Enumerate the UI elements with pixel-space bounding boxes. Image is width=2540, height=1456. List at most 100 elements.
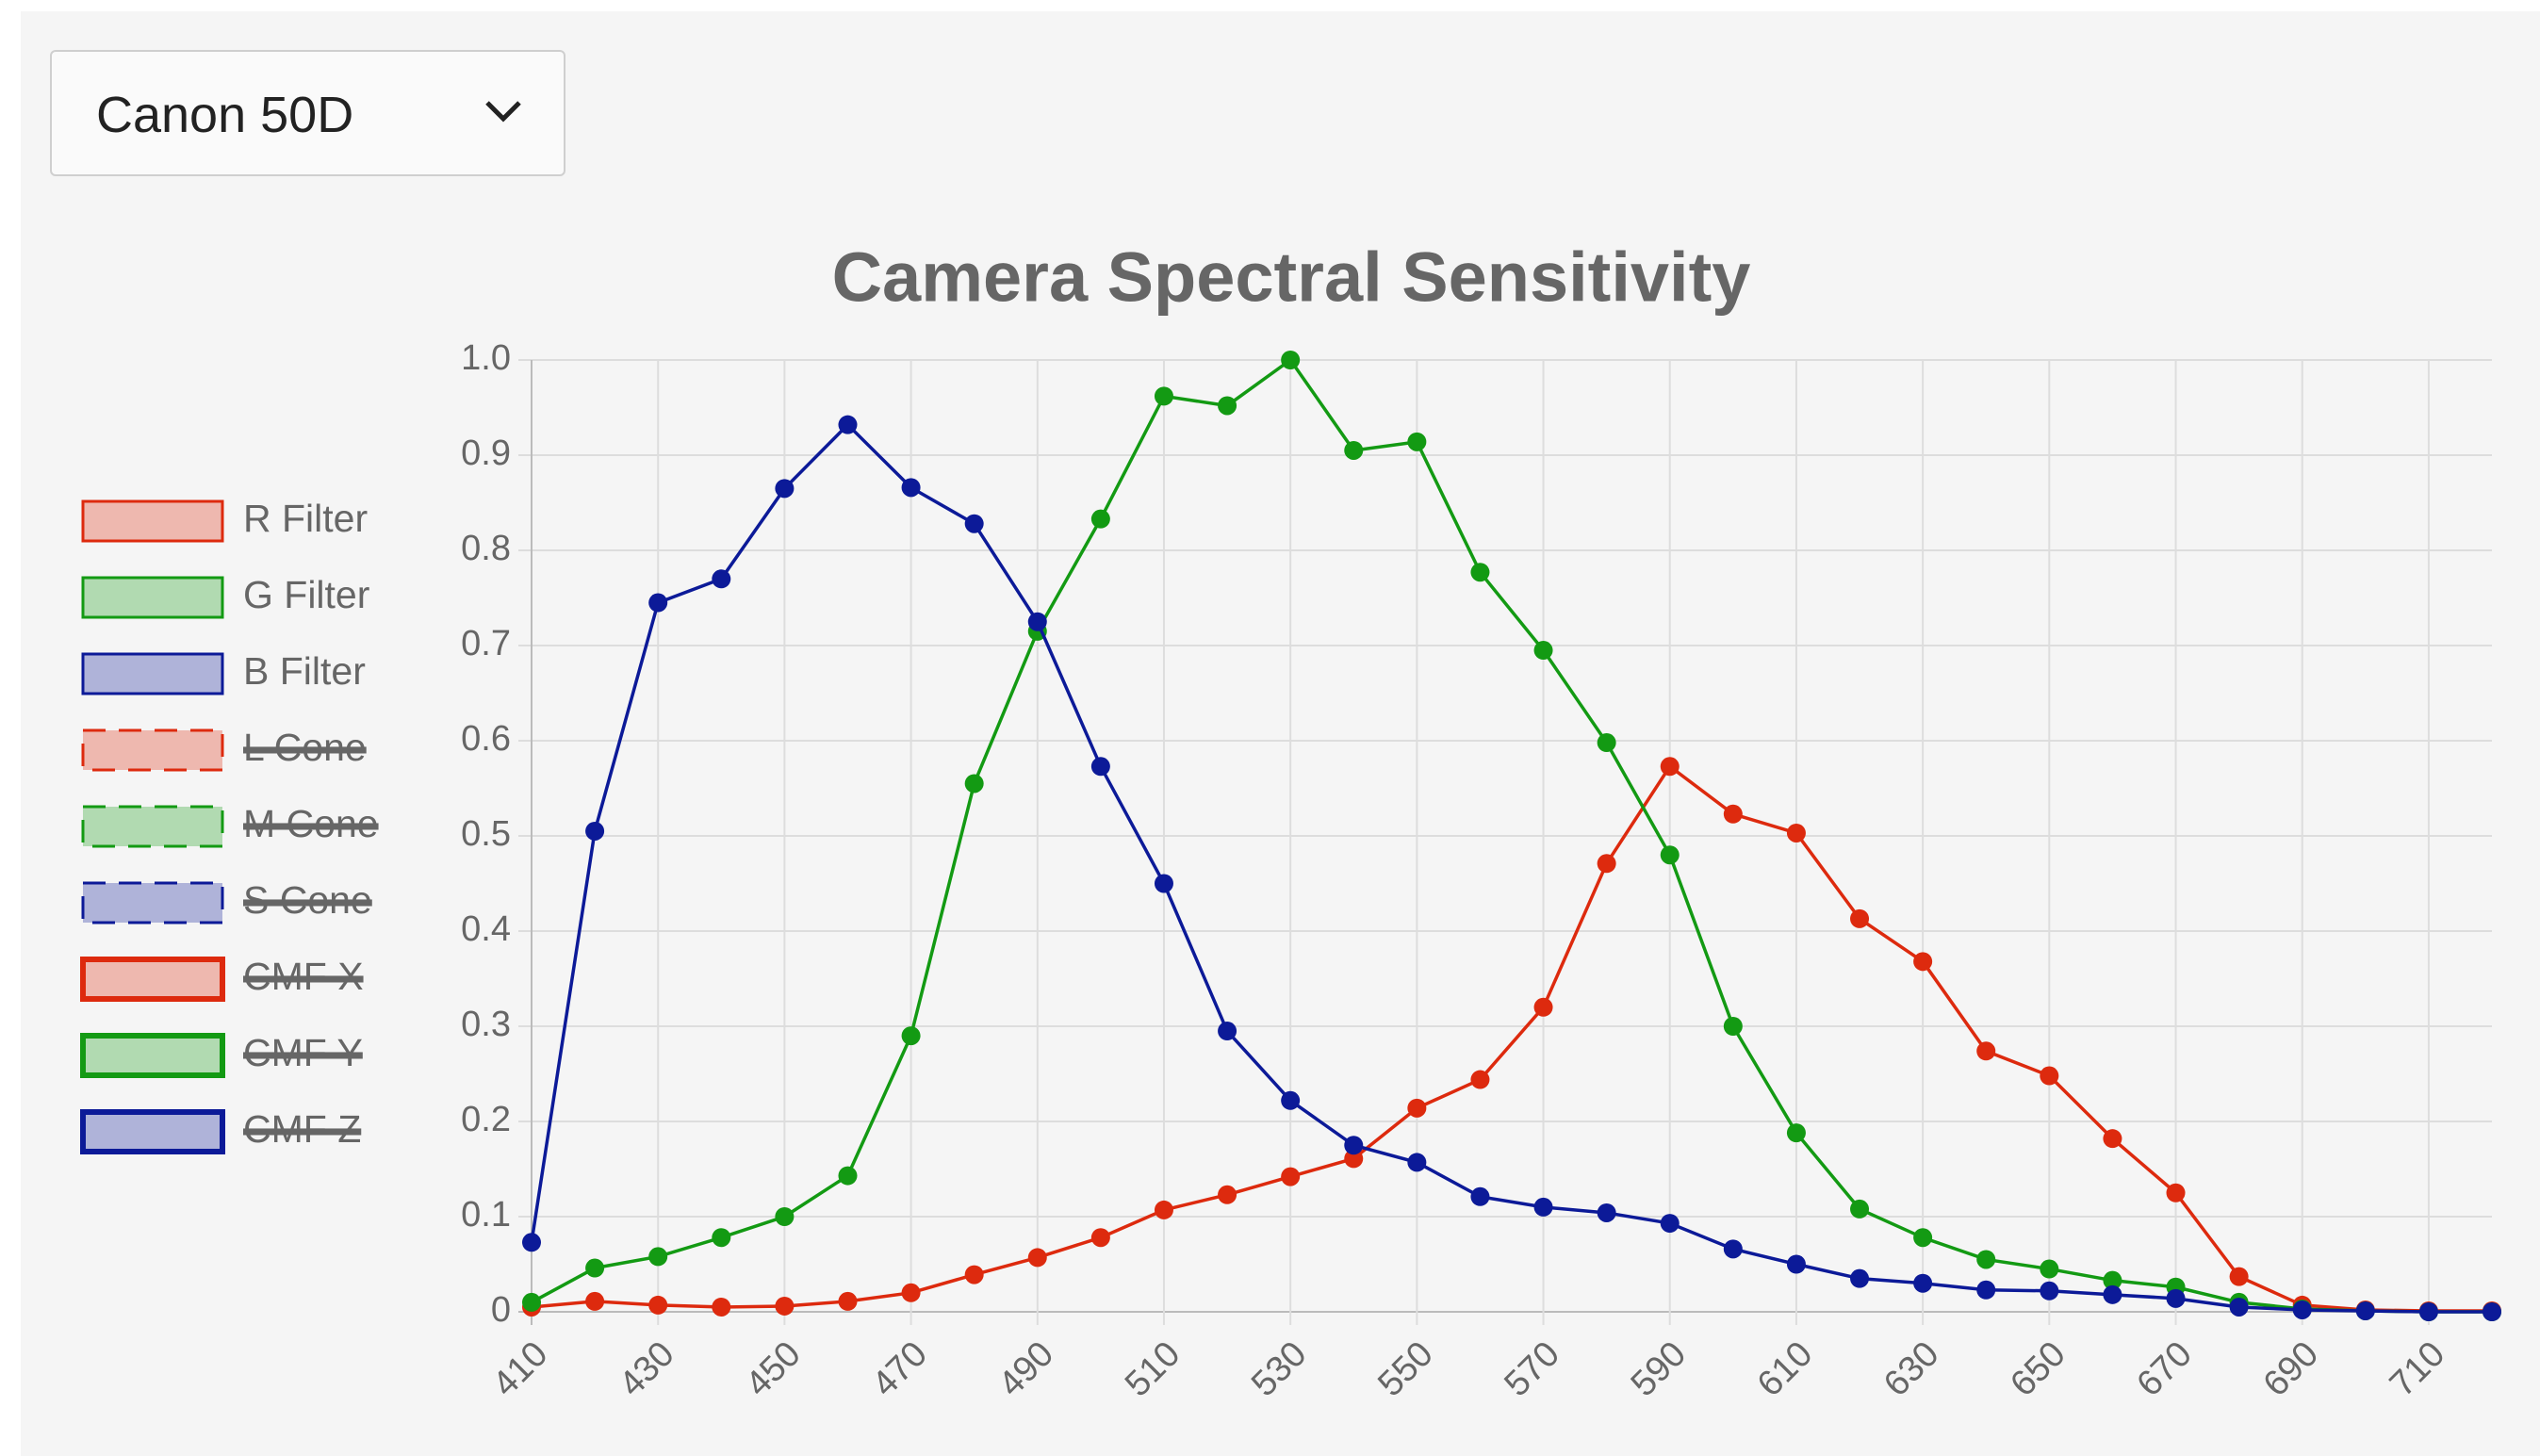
data-point xyxy=(1090,1228,1110,1248)
data-point xyxy=(522,1233,541,1252)
legend-label: S Cone xyxy=(243,878,372,922)
data-point xyxy=(712,569,731,589)
x-tick-label: 590 xyxy=(1624,1334,1695,1405)
series-line xyxy=(530,422,2492,1314)
panel xyxy=(21,11,2540,1456)
data-point xyxy=(2040,1281,2059,1301)
data-point xyxy=(2103,1129,2122,1149)
chevron-icon xyxy=(485,101,521,123)
data-point xyxy=(1533,997,1553,1017)
x-tick-label: 550 xyxy=(1370,1334,1441,1405)
x-tick-label: 410 xyxy=(485,1334,556,1405)
data-point xyxy=(2355,1301,2375,1320)
data-point xyxy=(1976,1280,1996,1300)
data-point xyxy=(775,1207,795,1226)
data-point xyxy=(2166,1288,2186,1308)
legend-swatch xyxy=(81,576,224,619)
data-point xyxy=(1976,1250,1996,1269)
camera-dropdown[interactable]: Canon 50D xyxy=(50,50,565,176)
x-tick-label: 630 xyxy=(1876,1334,1947,1405)
legend-swatch xyxy=(80,1109,225,1154)
legend-label: CMF X xyxy=(243,955,364,998)
data-point xyxy=(838,415,858,434)
data-point xyxy=(1281,1090,1301,1110)
data-point xyxy=(1154,874,1173,893)
dropdown-value: Canon 50D xyxy=(96,87,354,143)
data-point xyxy=(1344,1149,1364,1169)
x-tick-label: 430 xyxy=(612,1334,682,1405)
data-point xyxy=(522,1292,541,1312)
data-point xyxy=(1597,854,1616,874)
legend-swatch xyxy=(80,957,225,1002)
x-tick-label: 470 xyxy=(865,1334,936,1405)
data-point xyxy=(1597,733,1616,753)
data-point xyxy=(585,1258,605,1278)
data-point xyxy=(648,1295,668,1315)
data-point xyxy=(712,1297,731,1317)
legend-label: G Filter xyxy=(243,573,369,616)
data-point xyxy=(1913,1273,1933,1293)
data-point xyxy=(1660,757,1680,777)
data-point xyxy=(838,1166,858,1186)
data-point xyxy=(1407,1098,1427,1118)
data-point xyxy=(2483,1302,2501,1321)
data-point xyxy=(2166,1183,2186,1202)
x-tick-label: 610 xyxy=(1750,1334,1821,1405)
data-point xyxy=(1218,396,1237,416)
data-point xyxy=(1786,1254,1806,1274)
data-point xyxy=(1344,440,1364,460)
data-point xyxy=(964,774,984,793)
x-tick-label: 650 xyxy=(2003,1334,2073,1405)
data-point xyxy=(1281,1167,1301,1186)
y-tick-label: 0.4 xyxy=(461,909,511,949)
data-point xyxy=(1218,1185,1237,1204)
data-point xyxy=(1786,823,1806,843)
data-point xyxy=(2103,1270,2122,1290)
data-point xyxy=(2418,1302,2438,1321)
legend-label: B Filter xyxy=(243,649,366,693)
legend-swatch xyxy=(81,728,224,772)
legend-swatch xyxy=(81,805,224,848)
chart-title: Camera Spectral Sensitivity xyxy=(832,238,1751,317)
y-tick-label: 1.0 xyxy=(461,338,511,378)
data-point xyxy=(648,593,668,613)
legend-label: CMF Z xyxy=(243,1107,361,1151)
data-point xyxy=(964,514,984,533)
legend-swatch xyxy=(81,652,224,695)
data-point xyxy=(1723,804,1743,824)
x-tick-label: 710 xyxy=(2383,1334,2453,1405)
legend-swatch xyxy=(81,881,224,924)
legend-swatch xyxy=(81,499,224,543)
data-point xyxy=(712,1228,731,1248)
data-point xyxy=(648,1247,668,1267)
x-tick-label: 450 xyxy=(738,1334,809,1405)
data-point xyxy=(1533,641,1553,661)
x-tick-label: 490 xyxy=(991,1334,1062,1405)
data-point xyxy=(1470,1070,1490,1089)
data-point xyxy=(1976,1041,1996,1061)
y-tick-label: 0 xyxy=(491,1290,511,1330)
data-point xyxy=(2103,1284,2122,1304)
data-point xyxy=(838,1291,858,1311)
y-tick-label: 0.5 xyxy=(461,814,511,854)
data-point xyxy=(1533,1197,1553,1217)
data-point xyxy=(964,1265,984,1284)
data-point xyxy=(585,821,605,841)
y-tick-label: 0.7 xyxy=(461,624,511,663)
y-tick-label: 0.8 xyxy=(461,529,511,568)
data-point xyxy=(2040,1259,2059,1279)
legend-label: R Filter xyxy=(243,497,368,540)
data-point xyxy=(1027,1248,1047,1268)
data-point xyxy=(1913,952,1933,972)
data-point xyxy=(1090,757,1110,777)
data-point xyxy=(2229,1267,2249,1286)
data-point xyxy=(1470,563,1490,582)
data-point xyxy=(2229,1297,2249,1317)
legend-label: M Cone xyxy=(243,802,379,845)
data-point xyxy=(1850,908,1870,928)
data-point xyxy=(1786,1123,1806,1143)
data-point xyxy=(1344,1136,1364,1155)
x-tick-label: 530 xyxy=(1244,1334,1315,1405)
data-point xyxy=(901,1026,921,1046)
data-point xyxy=(1407,432,1427,451)
